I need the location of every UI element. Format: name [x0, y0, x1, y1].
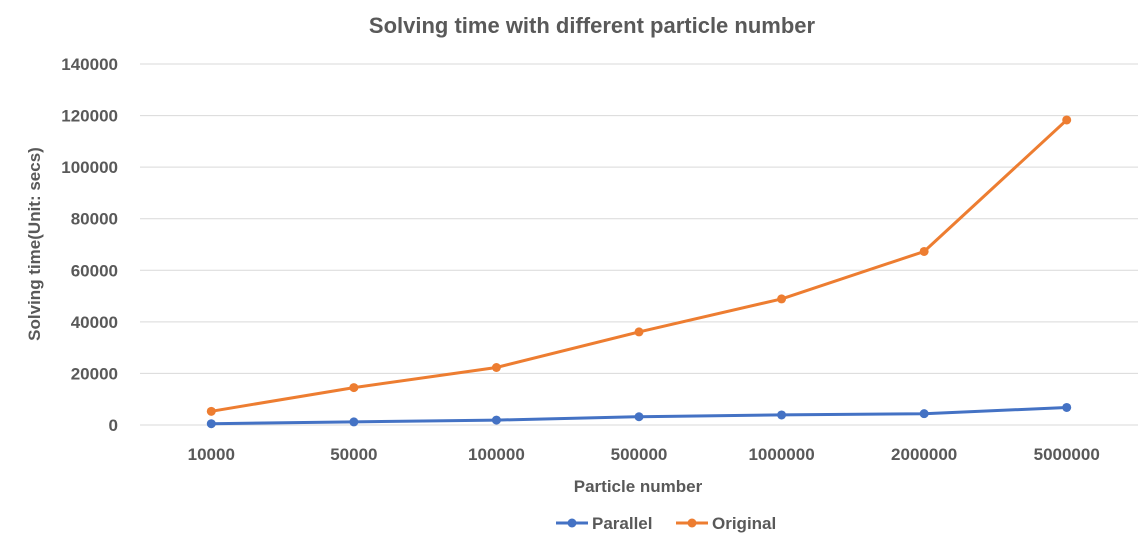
data-point	[349, 417, 359, 427]
gridlines	[140, 63, 1138, 426]
data-point	[634, 327, 644, 337]
data-point	[349, 383, 359, 393]
legend-item: Parallel	[556, 514, 653, 533]
y-tick-label: 60000	[71, 261, 118, 280]
y-tick-label: 40000	[71, 313, 118, 332]
series-lines	[206, 115, 1072, 429]
y-axis-ticks: 0 20000 40000 60000 80000 100000 120000 140000	[61, 55, 118, 435]
series-original	[206, 115, 1072, 416]
series-parallel	[206, 402, 1072, 429]
data-point	[491, 362, 501, 372]
x-tick-label: 50000	[330, 445, 377, 464]
data-point	[206, 419, 216, 429]
y-axis-label: Solving time(Unit: secs)	[25, 147, 44, 341]
legend-item: Original	[676, 514, 776, 533]
x-tick-label: 2000000	[891, 445, 957, 464]
y-tick-label: 100000	[61, 158, 118, 177]
series-line	[209, 118, 1069, 413]
legend: Parallel Original	[556, 514, 776, 533]
data-point	[634, 412, 644, 422]
data-point	[919, 409, 929, 419]
data-point	[777, 294, 787, 304]
y-tick-label: 140000	[61, 55, 118, 74]
data-point	[1062, 402, 1072, 412]
x-tick-label: 500000	[611, 445, 668, 464]
legend-marker	[687, 518, 697, 528]
data-point	[491, 415, 501, 425]
data-point	[919, 246, 929, 256]
x-tick-label: 100000	[468, 445, 525, 464]
legend-label: Parallel	[592, 514, 653, 533]
y-tick-label: 20000	[71, 364, 118, 383]
legend-label: Original	[712, 514, 776, 533]
x-tick-label: 10000	[188, 445, 235, 464]
x-tick-label: 5000000	[1034, 445, 1100, 464]
x-tick-label: 1000000	[748, 445, 814, 464]
x-axis-label: Particle number	[574, 477, 703, 496]
y-tick-label: 0	[109, 416, 118, 435]
data-point	[1062, 115, 1072, 125]
data-point	[206, 406, 216, 416]
legend-marker	[567, 518, 577, 528]
y-tick-label: 80000	[71, 210, 118, 229]
x-axis-ticks: 10000 50000 100000 500000 1000000 2000000 5000…	[188, 445, 1100, 464]
y-tick-label: 120000	[61, 107, 118, 126]
data-point	[777, 410, 787, 420]
chart-title: Solving time with different particle num…	[369, 13, 816, 38]
